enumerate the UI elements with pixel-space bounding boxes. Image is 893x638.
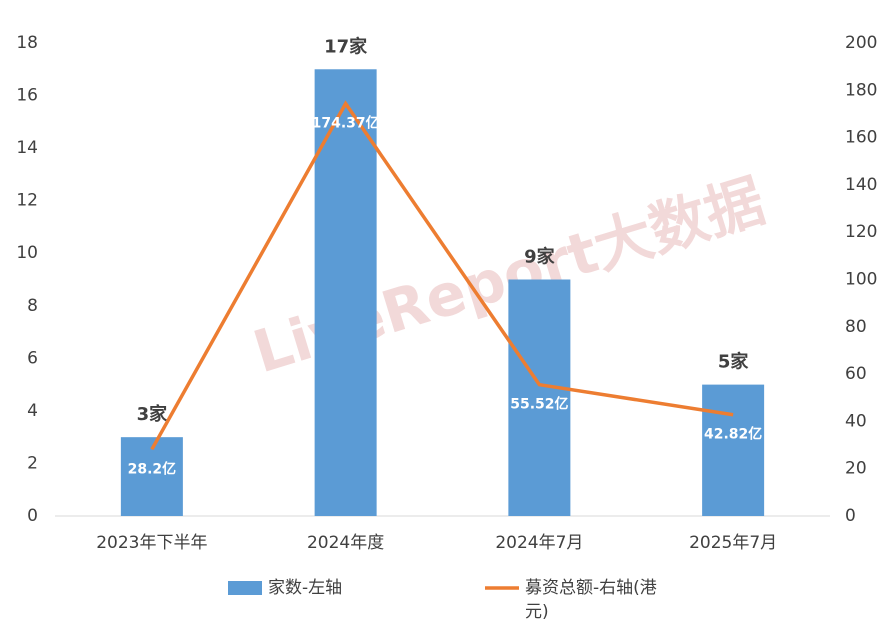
y2-tick-label: 100 xyxy=(845,270,877,290)
x-tick-label: 2025年7月 xyxy=(689,533,777,553)
y2-tick-label: 180 xyxy=(845,80,877,100)
line-value-label: 55.52亿 xyxy=(510,396,568,413)
y2-tick-label: 120 xyxy=(845,222,877,242)
y-tick-label: 12 xyxy=(16,191,38,211)
y-tick-label: 2 xyxy=(27,453,38,473)
x-tick-label: 2023年下半年 xyxy=(96,533,207,553)
legend-label: 家数-左轴 xyxy=(268,578,343,598)
x-tick-label: 2024年度 xyxy=(307,533,384,553)
y2-tick-label: 40 xyxy=(845,411,867,431)
y-tick-label: 4 xyxy=(27,401,38,421)
y-tick-label: 18 xyxy=(16,33,38,53)
bar xyxy=(702,384,765,516)
bar-value-label: 5家 xyxy=(718,351,750,373)
y-tick-label: 0 xyxy=(27,506,38,526)
y-tick-label: 14 xyxy=(16,138,38,158)
bar-value-label: 9家 xyxy=(524,246,556,268)
y-tick-label: 8 xyxy=(27,296,38,316)
bar xyxy=(508,279,571,516)
line-value-label: 42.82亿 xyxy=(704,426,762,443)
y2-tick-label: 80 xyxy=(845,317,867,337)
y-tick-label: 10 xyxy=(16,243,38,263)
y2-tick-label: 20 xyxy=(845,459,867,479)
line xyxy=(150,100,734,451)
y2-tick-label: 200 xyxy=(845,33,877,53)
bar-value-label: 3家 xyxy=(137,403,169,425)
y2-tick-label: 0 xyxy=(845,506,856,526)
line-value-label: 174.37亿 xyxy=(312,115,380,132)
y2-tick-label: 60 xyxy=(845,364,867,384)
line-value-label: 28.2亿 xyxy=(128,460,177,477)
y-tick-label: 6 xyxy=(27,348,38,368)
bar xyxy=(120,437,183,516)
bar-value-label: 17家 xyxy=(324,35,368,57)
y2-tick-label: 160 xyxy=(845,128,877,148)
y2-tick-label: 140 xyxy=(845,175,877,195)
legend-swatch xyxy=(228,581,262,595)
legend-label: 募资总额-右轴(港元) xyxy=(525,578,657,622)
y-tick-label: 16 xyxy=(16,86,38,106)
x-tick-label: 2024年7月 xyxy=(495,533,583,553)
